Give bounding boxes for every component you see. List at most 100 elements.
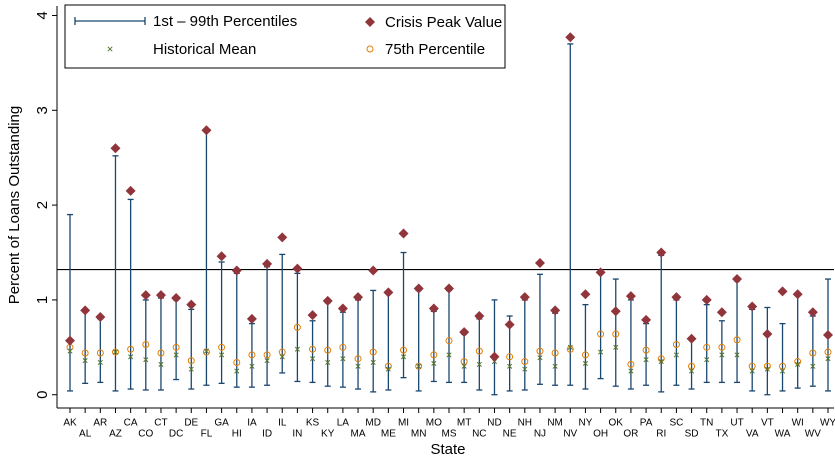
crisis-peak-marker	[534, 257, 545, 268]
mean-marker	[658, 358, 664, 365]
x-tick-label: OH	[593, 429, 608, 440]
p75-marker	[536, 347, 544, 355]
crisis-peak-marker	[398, 228, 409, 239]
x-tick-label: HI	[232, 429, 242, 440]
x-tick-label: CT	[154, 418, 167, 429]
mean-marker	[795, 361, 801, 367]
x-tick-label: PA	[640, 418, 653, 429]
crisis-peak-marker	[444, 283, 454, 294]
crisis-peak-marker	[580, 289, 591, 300]
crisis-peak-marker	[95, 311, 106, 322]
p75-marker	[703, 343, 711, 351]
x-tick-label: WI	[792, 418, 804, 429]
p75-marker	[339, 343, 347, 351]
crisis-peak-marker	[610, 306, 621, 317]
crisis-peak-marker	[625, 291, 636, 302]
x-tick-label: WY	[820, 418, 835, 429]
mean-marker	[507, 363, 513, 369]
mean-marker	[400, 354, 407, 360]
crisis-peak-marker	[716, 307, 727, 318]
x-tick-label: IN	[292, 429, 302, 440]
mean-marker	[173, 352, 179, 358]
p75-marker	[309, 345, 317, 353]
p75-marker	[415, 362, 423, 370]
mean-marker	[673, 352, 679, 358]
mean-marker	[461, 363, 467, 369]
x-tick-label: GA	[214, 418, 229, 429]
mean-marker	[158, 361, 164, 367]
percentile-range	[279, 253, 286, 374]
p75-marker	[430, 351, 438, 359]
p75-marker	[218, 343, 226, 351]
p75-marker	[248, 351, 256, 359]
x-tick-label: NE	[503, 429, 517, 440]
mean-marker	[431, 360, 437, 366]
legend-label: 1st – 99th Percentiles	[153, 13, 297, 30]
x-tick-label: RI	[656, 429, 666, 440]
p75-marker	[400, 346, 408, 354]
mean-marker	[82, 358, 88, 364]
x-tick-label: NM	[547, 418, 563, 429]
y-tick-label: 3	[34, 106, 51, 114]
legend-label: Crisis Peak Value	[385, 14, 502, 31]
x-tick-label: TX	[715, 429, 728, 440]
percentile-range	[491, 299, 498, 396]
p75-marker	[521, 358, 529, 366]
mean-marker	[219, 352, 225, 358]
legend-box	[64, 4, 506, 69]
mean-marker	[552, 363, 558, 369]
x-tick-label: MD	[365, 418, 381, 429]
x-tick-label: IA	[247, 418, 257, 429]
mean-marker	[203, 348, 209, 354]
p75-marker	[263, 351, 271, 359]
p75-marker	[202, 348, 210, 356]
mean-marker	[416, 363, 422, 369]
percentile-range	[582, 304, 589, 390]
crisis-peak-marker	[459, 327, 470, 338]
crisis-peak-marker	[277, 232, 288, 243]
crisis-peak-marker	[732, 274, 743, 285]
x-tick-label: ME	[381, 429, 396, 440]
crisis-peak-marker	[171, 293, 182, 304]
legend-label: 75th Percentile	[385, 41, 485, 58]
crisis-peak-marker	[140, 290, 151, 301]
p75-marker	[612, 330, 620, 338]
x-tick-label: AR	[93, 418, 107, 429]
x-tick-label: DC	[169, 429, 183, 440]
p75-marker	[157, 349, 165, 357]
mean-marker	[779, 368, 786, 374]
mean-marker	[188, 366, 194, 372]
mean-marker	[825, 356, 831, 362]
crisis-peak-marker	[353, 292, 364, 303]
p75-marker	[506, 353, 514, 361]
crisis-peak-marker	[519, 292, 530, 303]
mean-marker	[279, 354, 285, 360]
p75-marker	[475, 347, 483, 355]
x-tick-label: SC	[669, 418, 683, 429]
p75-marker	[809, 349, 817, 357]
mean-marker	[810, 363, 816, 369]
x-tick-label: VT	[761, 418, 774, 429]
crisis-peak-marker	[641, 314, 652, 325]
x-tick-label: AL	[79, 429, 92, 440]
x-tick-label: NV	[563, 429, 577, 440]
crisis-peak-marker	[701, 294, 712, 305]
p75-marker	[445, 337, 453, 345]
p75-marker	[718, 343, 726, 351]
crisis-peak-marker	[489, 351, 500, 362]
x-tick-label: SD	[685, 429, 699, 440]
crisis-peak-marker	[201, 125, 212, 136]
percentile-range	[536, 273, 543, 385]
x-tick-label: MA	[351, 429, 366, 440]
mean-marker	[749, 368, 755, 374]
mean-marker	[764, 366, 770, 372]
percentile-range	[718, 320, 725, 384]
legend-marker	[107, 46, 113, 52]
legend-marker	[366, 45, 374, 53]
p75-marker	[597, 330, 605, 338]
p75-marker	[142, 340, 150, 348]
y-tick-label: 0	[34, 391, 51, 399]
crisis-peak-marker	[595, 267, 606, 278]
mean-marker	[294, 346, 300, 352]
